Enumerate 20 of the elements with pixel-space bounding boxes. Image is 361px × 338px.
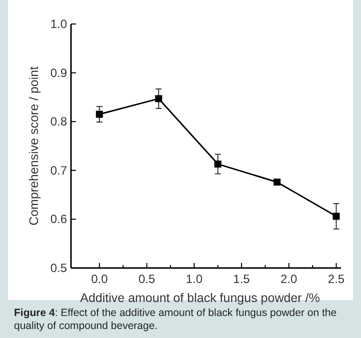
y-tick-label: 0.9 (50, 66, 68, 80)
point (274, 178, 281, 186)
y-tick-label: 0.6 (50, 212, 68, 226)
y-tick-label: 1.0 (50, 17, 68, 31)
y-tick-label: 0.7 (50, 163, 68, 178)
caption: Figure 4: Effect of the additive amount of black fungus powder on the quality of compound beverage. (14, 307, 337, 332)
point (214, 160, 222, 168)
x-tick-label: 2.0 (280, 272, 298, 286)
x-tick-label: 0.5 (138, 272, 156, 286)
y-tick-label: 0.8 (50, 114, 68, 129)
point (332, 212, 340, 220)
point (96, 110, 103, 118)
x-tick-label: 1.5 (233, 272, 250, 286)
y-axis-title: Comprehensive score / point (27, 66, 41, 226)
x-tick-label: 0.0 (91, 272, 108, 286)
point (155, 95, 162, 102)
y-tick-label: 0.5 (50, 261, 68, 275)
x-tick-label: 1.0 (186, 272, 203, 286)
x-tick-label: 2.5 (328, 272, 345, 286)
x-axis-title: Additive amount of black fungus powder /% (80, 291, 320, 305)
